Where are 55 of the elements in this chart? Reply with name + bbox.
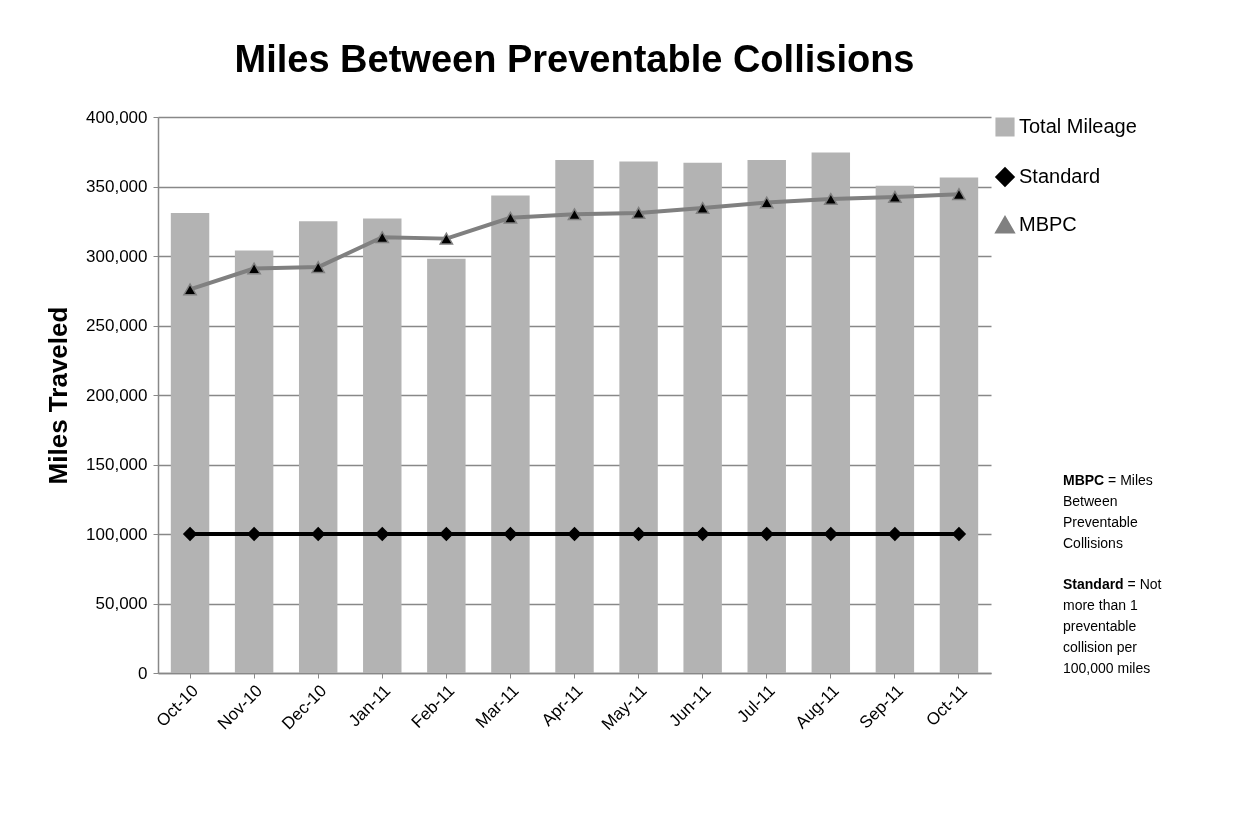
text: MBPC = Miles Between Preventable Collisions <box>1063 471 1154 553</box>
bar <box>683 162 722 673</box>
bar <box>170 212 210 673</box>
point <box>631 206 646 219</box>
point <box>823 527 838 541</box>
y-tick-label: 200,000 <box>86 385 148 405</box>
legend-label: Total Mileage <box>1019 115 1137 137</box>
bar <box>555 160 594 673</box>
point <box>888 190 902 203</box>
legend-label: MBPC <box>1019 213 1077 235</box>
point <box>631 527 646 541</box>
point <box>439 527 454 541</box>
bar <box>747 160 786 673</box>
y-axis-title: Miles Traveled <box>43 306 74 485</box>
point <box>439 232 454 245</box>
point <box>567 527 582 541</box>
point <box>375 231 390 244</box>
point <box>183 527 197 541</box>
legend-label: Standard <box>1019 165 1101 187</box>
y-tick-label: 300,000 <box>86 246 148 266</box>
y-tick-label: 0 <box>138 663 148 683</box>
point <box>888 527 902 541</box>
bar <box>875 185 915 673</box>
point <box>311 261 326 274</box>
bar <box>619 161 658 673</box>
y-tick-label: 400,000 <box>86 107 148 127</box>
point <box>952 188 966 201</box>
bar <box>811 152 851 673</box>
bar <box>939 177 979 673</box>
y-tick-label: 50,000 <box>95 594 148 613</box>
point <box>823 192 838 206</box>
bar <box>491 195 530 673</box>
point <box>567 208 582 221</box>
point <box>311 527 326 541</box>
bar <box>363 218 402 673</box>
bar <box>298 221 338 673</box>
y-tick-label: 100,000 <box>86 524 148 544</box>
point <box>503 527 518 541</box>
chart-title: Miles Between Preventable Collisions <box>234 38 915 80</box>
point <box>375 527 390 541</box>
point <box>183 283 197 296</box>
y-tick-label: 150,000 <box>86 455 148 474</box>
point <box>695 201 710 215</box>
bar <box>234 250 274 673</box>
point <box>759 527 774 541</box>
point <box>759 196 774 209</box>
point <box>695 527 710 541</box>
bar <box>427 258 466 673</box>
point <box>503 211 518 224</box>
text: Standard = Not more than 1 preventable collision per 100,000 miles <box>1063 575 1163 678</box>
y-tick-label: 350,000 <box>86 177 148 196</box>
point <box>247 262 261 275</box>
point <box>952 527 966 541</box>
y-tick-label: 250,000 <box>86 316 148 335</box>
point <box>247 527 261 541</box>
